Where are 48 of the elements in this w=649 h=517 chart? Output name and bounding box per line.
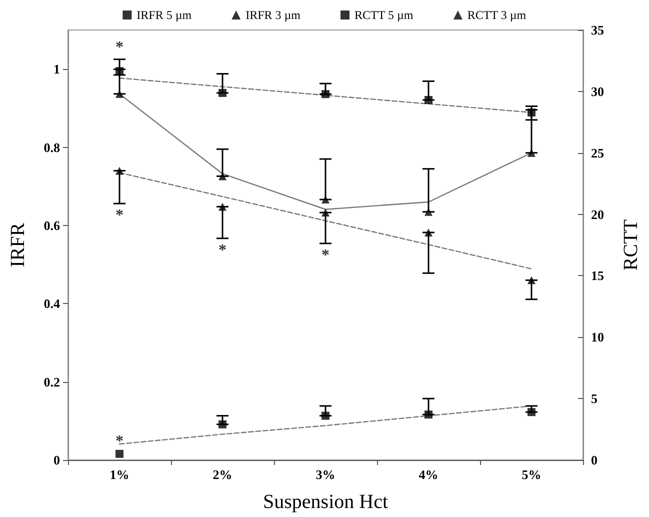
point: [116, 450, 124, 458]
point: [116, 166, 124, 175]
annotation: *: [218, 242, 226, 259]
point: [218, 202, 226, 211]
point: [424, 96, 432, 104]
y-tick-label: 0.4: [44, 296, 60, 312]
point: [528, 108, 536, 116]
point: [424, 410, 432, 419]
point: [424, 228, 432, 236]
point: [528, 408, 536, 416]
y2-tick-label: 0: [591, 452, 598, 468]
point: [322, 208, 330, 217]
point: [218, 420, 226, 428]
point: [218, 172, 226, 180]
annotation: *: [116, 38, 124, 56]
legend-label: IRFR 5 µm: [136, 8, 192, 22]
y2-tick-label: 20: [591, 206, 604, 222]
legend-label: IRFR 3 µm: [246, 8, 302, 22]
point: [116, 67, 124, 76]
annotation: *: [116, 433, 124, 450]
y2-tick-label: 30: [591, 84, 604, 99]
point: [528, 276, 536, 284]
annotation: *: [116, 207, 124, 224]
legend-label: RCTT 5 µm: [354, 8, 414, 22]
x-tick-label: 2%: [212, 467, 232, 482]
point: [322, 196, 330, 204]
y-tick-label: 0: [54, 452, 60, 468]
y-tick-label: 0.2: [44, 374, 60, 390]
y-tick-label: 0.6: [44, 218, 60, 233]
y-tick-label: 1: [54, 62, 60, 77]
annotation: *: [322, 246, 330, 264]
y2-axis-title: RCTT: [620, 219, 642, 271]
y2-tick-label: 15: [591, 268, 604, 284]
legend-label: RCTT 3 µm: [467, 8, 527, 22]
y2-tick-label: 35: [591, 22, 604, 38]
y-axis-title: IRFR: [7, 222, 29, 268]
x-tick-label: 3%: [316, 467, 336, 482]
x-tick-label: 1%: [110, 467, 130, 482]
x-axis-title: Suspension Hct: [263, 491, 388, 513]
y2-tick-label: 5: [591, 391, 598, 406]
point: [322, 90, 330, 98]
y2-tick-label: 25: [591, 145, 604, 160]
x-tick-label: 4%: [418, 467, 438, 482]
y-tick-label: 0.8: [44, 140, 60, 155]
point: [322, 412, 330, 420]
point: [218, 88, 226, 97]
y2-tick-label: 10: [591, 330, 604, 345]
x-tick-label: 5%: [522, 467, 542, 482]
